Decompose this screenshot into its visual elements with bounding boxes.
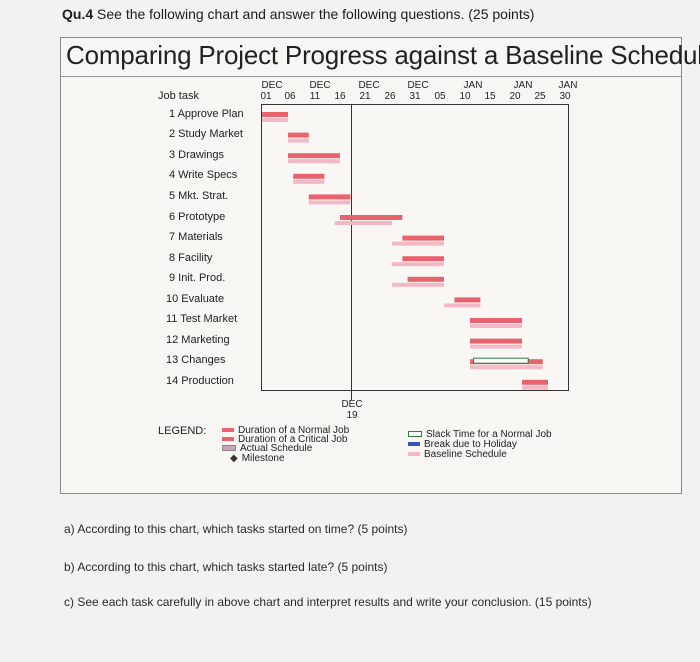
day-label: 31	[409, 91, 421, 102]
slack-bar	[473, 357, 529, 364]
baseline-bar	[470, 365, 543, 370]
baseline-bar	[392, 282, 444, 287]
legend-label: Duration of a Critical Job	[238, 434, 348, 445]
legend-label: Baseline Schedule	[424, 449, 507, 460]
legend-swatch	[408, 431, 422, 438]
baseline-bar	[522, 385, 548, 390]
day-label: 25	[534, 91, 546, 102]
day-label: 11	[309, 91, 321, 102]
task-label: 11 Test Market	[166, 313, 238, 325]
task-label: 6 Prototype	[169, 211, 226, 223]
status-date-line	[351, 104, 352, 400]
question-header: Qu.4 See the following chart and answer …	[62, 6, 534, 22]
baseline-bar	[470, 344, 522, 349]
status-date-month: DEC	[341, 399, 363, 410]
task-label: 2 Study Market	[169, 128, 243, 140]
actual-bar	[288, 153, 340, 159]
month-label: DEC	[261, 80, 283, 91]
actual-bar	[402, 235, 444, 241]
legend-baseline: Baseline Schedule	[408, 450, 507, 460]
day-label: 10	[459, 91, 471, 102]
task-label: 4 Write Specs	[169, 169, 238, 181]
baseline-bar	[470, 324, 522, 328]
baseline-bar	[288, 138, 309, 143]
baseline-bar	[392, 241, 444, 246]
task-label: 5 Mkt. Strat.	[169, 190, 229, 202]
actual-bar	[522, 379, 548, 385]
actual-bar	[470, 318, 522, 323]
legend-milestone: ◆ Milestone	[230, 454, 285, 464]
day-label: 16	[334, 91, 346, 102]
legend-heading: LEGEND:	[158, 425, 207, 437]
actual-bar	[402, 256, 444, 262]
baseline-bar	[288, 159, 340, 164]
chart-title: Comparing Project Progress against a Bas…	[66, 40, 700, 70]
actual-bar	[407, 276, 444, 282]
legend-swatch	[408, 452, 420, 457]
task-label: 12 Marketing	[166, 334, 230, 346]
legend-actual-schedule: Actual Schedule	[222, 444, 312, 454]
day-label: 15	[484, 91, 496, 102]
baseline-bar	[444, 303, 481, 308]
question-text: See the following chart and answer the f…	[97, 6, 535, 22]
legend-normal-job: Duration of a Normal Job	[222, 426, 349, 436]
day-label: 20	[509, 91, 521, 102]
actual-bar	[454, 297, 481, 303]
baseline-bar	[334, 221, 392, 225]
day-label: 26	[384, 91, 396, 102]
month-label: JAN	[558, 80, 578, 91]
actual-bar	[288, 132, 309, 138]
question-c: c) See each task carefully in above char…	[64, 595, 592, 609]
month-label: DEC	[407, 80, 429, 91]
status-date-label: DEC 19	[340, 399, 364, 421]
legend-swatch	[408, 442, 420, 447]
month-label: JAN	[513, 80, 533, 91]
question-number: Qu.4	[62, 6, 94, 22]
legend-label: Actual Schedule	[240, 443, 313, 454]
task-label: 8 Facility	[169, 252, 213, 264]
actual-bar	[262, 112, 288, 117]
status-date-day: 19	[346, 410, 358, 421]
legend-swatch	[222, 445, 236, 452]
legend-holiday: Break due to Holiday	[408, 440, 517, 450]
task-label: 14 Production	[166, 375, 234, 387]
task-label: 7 Materials	[169, 231, 223, 243]
day-label: 06	[284, 91, 296, 102]
legend-label: Milestone	[241, 453, 285, 464]
baseline-bar	[293, 179, 325, 184]
day-label: 01	[260, 91, 272, 102]
baseline-bar	[262, 118, 288, 122]
legend-swatch	[222, 428, 234, 433]
task-label: 10 Evaluate	[166, 293, 225, 305]
legend-label: Duration of a Normal Job	[238, 425, 350, 436]
month-label: JAN	[463, 80, 483, 91]
job-task-header: Job task	[158, 90, 199, 102]
title-divider	[60, 76, 681, 77]
legend-critical-job: Duration of a Critical Job	[222, 435, 348, 445]
baseline-bar	[392, 262, 444, 267]
legend-label: Slack Time for a Normal Job	[426, 429, 552, 440]
task-label: 13 Changes	[166, 354, 226, 366]
milestone-icon: ◆	[230, 453, 238, 464]
task-label: 3 Drawings	[169, 149, 225, 161]
month-label: DEC	[309, 80, 331, 91]
day-label: 21	[359, 91, 371, 102]
legend-slack: Slack Time for a Normal Job	[408, 430, 552, 440]
day-label: 05	[434, 91, 446, 102]
actual-bar	[308, 194, 351, 200]
question-b: b) According to this chart, which tasks …	[64, 560, 388, 574]
task-label: 9 Init. Prod.	[169, 272, 226, 284]
actual-bar	[293, 173, 325, 179]
baseline-bar	[308, 200, 351, 205]
actual-bar	[470, 338, 522, 344]
actual-bar	[340, 215, 403, 220]
legend-swatch	[222, 437, 234, 442]
question-a: a) According to this chart, which tasks …	[64, 522, 408, 536]
legend-label: Break due to Holiday	[424, 439, 517, 450]
month-label: DEC	[358, 80, 380, 91]
task-label: 1 Approve Plan	[169, 108, 244, 120]
day-label: 30	[559, 91, 571, 102]
